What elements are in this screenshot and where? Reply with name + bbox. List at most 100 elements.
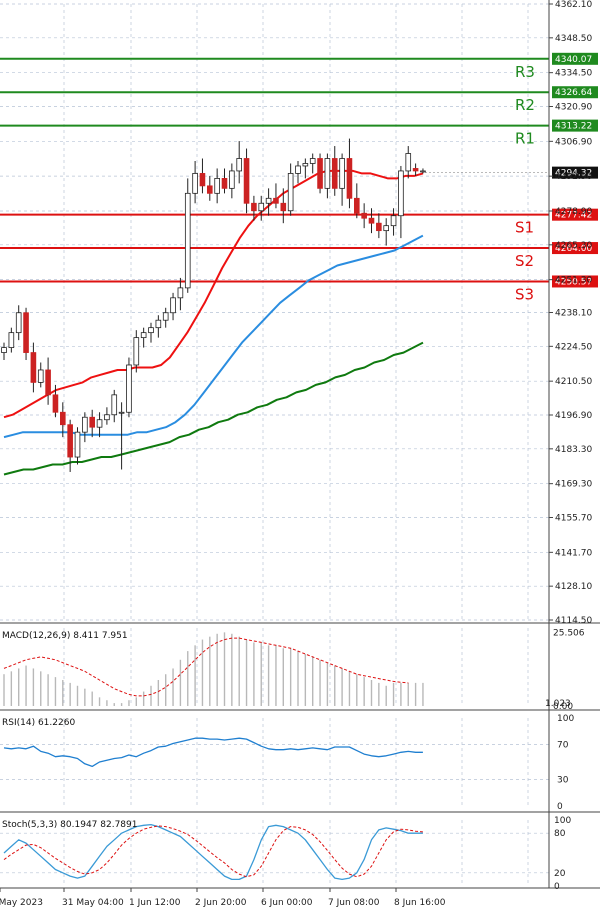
level-price-tag (552, 52, 598, 65)
candle-bull (229, 170, 235, 189)
candle-bear (30, 352, 37, 383)
rsi-title: RSI(14) 61.2260 (2, 718, 75, 728)
candle-bull (74, 431, 81, 458)
candle-bear (361, 212, 367, 219)
level-price-tag (552, 208, 598, 221)
stoch-tick-label: 100 (554, 816, 571, 826)
ma-fast-line (3, 169, 424, 419)
y-tick-label: 4251.30 (555, 276, 592, 286)
candle-bull (118, 411, 125, 414)
candle-bear (353, 197, 360, 214)
y-tick-label: 4362.10 (555, 0, 592, 10)
candle-bull (104, 414, 110, 421)
stoch-d-line (3, 825, 423, 878)
y-tick-label: 4210.50 (555, 377, 592, 387)
macd-tick-label: 25.506 (553, 628, 585, 638)
candle-bull (265, 197, 272, 204)
indicators (3, 632, 424, 881)
candle-bull (140, 332, 147, 339)
candle-bear (89, 416, 96, 428)
current-price-tag (552, 166, 598, 179)
rsi-line (3, 737, 423, 768)
candle-bull (162, 312, 169, 321)
candle-bull (155, 319, 162, 329)
candle-bull (420, 170, 426, 173)
level-label-s3: S3 (515, 285, 534, 303)
candle-bull (383, 225, 389, 232)
y-tick-label: 4278.90 (555, 207, 592, 217)
rsi-tick-label: 0 (557, 802, 563, 812)
level-price-text: 4277.42 (555, 211, 592, 221)
y-tick-label: 4169.30 (555, 480, 592, 490)
y-tick-label: 4128.10 (555, 582, 592, 592)
candle-bear (412, 168, 419, 172)
macd-tick-label: 1.023 (545, 699, 571, 709)
candle-bear (199, 173, 206, 187)
stoch-title: Stoch(5,3,3) 80.1947 82.7891 (2, 820, 137, 830)
y-tick-label: 4292.90 (555, 172, 592, 182)
x-tick-label: 1 Jun 12:00 (129, 898, 181, 908)
ma-slow-line (3, 341, 424, 476)
candle-bull (339, 158, 345, 189)
stoch-tick-label: 0 (554, 882, 560, 892)
candle-bear (368, 217, 375, 224)
rsi-tick-label: 100 (557, 714, 574, 724)
rsi-tick-label: 70 (557, 740, 569, 750)
candle-bull (177, 287, 184, 299)
macd-signal-line (3, 637, 409, 697)
candle-bull (287, 173, 294, 212)
x-tick-label: 31 May 04:00 (62, 898, 124, 908)
candle-bull (184, 192, 191, 289)
candle-bull (111, 394, 118, 416)
y-tick-label: 4238.10 (555, 308, 592, 318)
candles (1, 138, 426, 472)
candle-bull (133, 337, 140, 366)
x-tick-label: 9 May 2023 (0, 898, 43, 908)
candle-bull (96, 419, 103, 428)
candle-bull (302, 163, 309, 167)
level-label-r2: R2 (515, 96, 535, 114)
level-price-text: 4250.57 (555, 277, 592, 287)
candle-bull (214, 178, 220, 194)
candle-bull (405, 153, 412, 172)
candle-bull (258, 202, 265, 212)
candle-bull (236, 158, 243, 172)
pivot-levels: R3 4340.07 R2 4326.64 R1 4313.22 S1 4277.42 S2 42… (0, 52, 598, 303)
level-price-text: 4313.22 (555, 122, 592, 132)
level-label-r3: R3 (515, 63, 535, 81)
x-tick-label: 7 Jun 08:00 (328, 898, 380, 908)
level-price-text: 4264.00 (555, 244, 592, 254)
macd-tick-label: 0.00 (553, 702, 573, 712)
candle-bull (295, 165, 301, 174)
candle-bull (170, 297, 176, 314)
y-tick-label: 4320.90 (555, 103, 592, 113)
candle-bear (376, 222, 382, 232)
candle-bear (45, 369, 51, 396)
candle-bear (280, 202, 287, 212)
candle-bear (317, 158, 323, 189)
x-tick-label: 2 Jun 20:00 (195, 898, 247, 908)
candle-bear (206, 185, 213, 194)
macd-title: MACD(12,26,9) 8.411 7.951 (2, 631, 128, 641)
candle-bear (243, 158, 250, 204)
y-tick-label: 4224.50 (555, 342, 592, 352)
x-tick-label: 8 Jun 16:00 (394, 898, 446, 908)
stoch-tick-label: 80 (554, 829, 566, 839)
y-tick-label: 4114.50 (555, 616, 592, 626)
candle-bear (23, 312, 29, 353)
candle-bear (52, 394, 59, 413)
candle-bull (15, 312, 22, 334)
y-tick-label: 4334.50 (555, 69, 592, 79)
x-tick-label: 6 Jun 00:00 (261, 898, 313, 908)
grid (0, 3, 549, 886)
level-price-tag (552, 242, 598, 255)
candle-bull (1, 347, 7, 353)
y-tick-label: 4265.30 (555, 241, 592, 251)
level-price-tag (552, 119, 598, 132)
level-price-text: 4340.07 (555, 55, 592, 65)
candle-bear (67, 424, 73, 458)
candle-bull (192, 173, 198, 194)
candle-bear (60, 411, 66, 426)
level-price-text: 4326.64 (555, 88, 592, 98)
